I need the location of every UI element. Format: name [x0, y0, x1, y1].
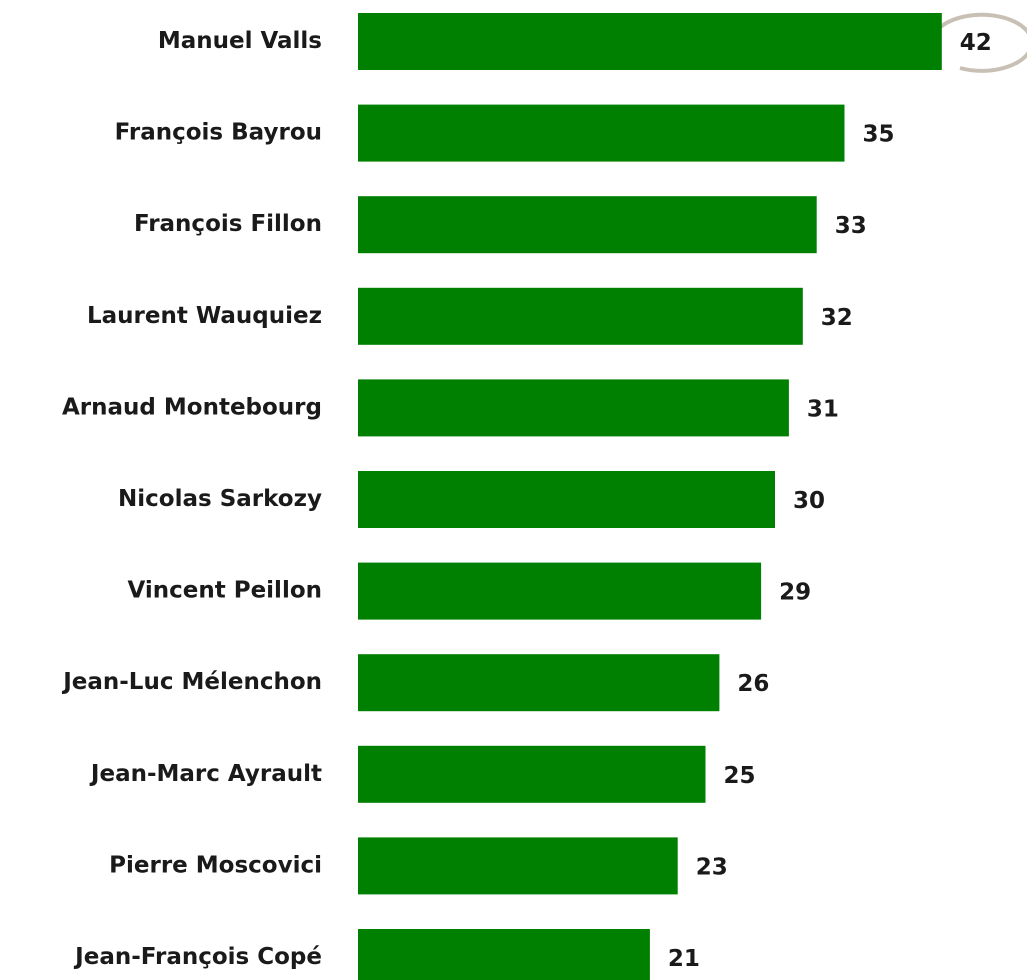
- category-label: Vincent Peillon: [127, 578, 322, 604]
- value-label: 33: [835, 213, 867, 239]
- category-label: Arnaud Montebourg: [62, 394, 322, 420]
- bar: [358, 837, 678, 895]
- bar: [358, 562, 762, 620]
- bar: [358, 379, 789, 437]
- value-label: 29: [779, 580, 811, 606]
- category-label: Jean-Luc Mélenchon: [61, 669, 322, 695]
- category-label: Nicolas Sarkozy: [118, 486, 322, 512]
- value-label: 30: [793, 488, 825, 514]
- category-label: Jean-Marc Ayrault: [89, 761, 322, 787]
- bar: [358, 745, 706, 803]
- value-label: 23: [696, 854, 728, 880]
- bar: [358, 13, 942, 70]
- bar: [358, 196, 817, 254]
- value-label: 25: [724, 763, 756, 789]
- category-label: Pierre Moscovici: [109, 852, 322, 878]
- bar: [358, 929, 650, 980]
- value-label: 26: [737, 671, 769, 697]
- highlight-ring: [930, 12, 1027, 73]
- category-label: François Fillon: [134, 211, 322, 237]
- category-label: François Bayrou: [115, 120, 322, 146]
- bar: [358, 104, 845, 162]
- bar: [358, 287, 803, 345]
- category-label: Jean-François Copé: [73, 944, 322, 970]
- value-label: 21: [668, 946, 700, 972]
- value-label: 31: [807, 396, 839, 422]
- category-label: Laurent Wauquiez: [87, 303, 322, 329]
- bar: [358, 471, 775, 528]
- value-label: 35: [863, 122, 895, 148]
- value-label: 32: [821, 305, 853, 331]
- value-label: 42: [960, 30, 992, 56]
- bar: [358, 654, 720, 712]
- category-label: Manuel Valls: [158, 28, 322, 54]
